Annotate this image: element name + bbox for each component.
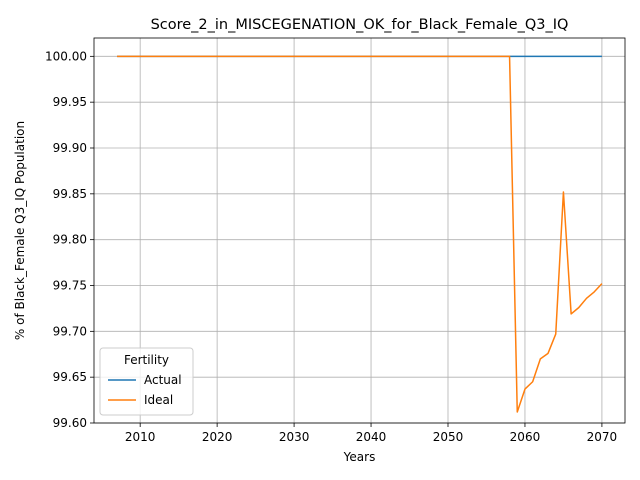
plot-frame: [93, 37, 626, 424]
legend: Fertility Actual Ideal: [99, 347, 194, 416]
y-tick-label: 99.85: [53, 187, 87, 201]
x-axis: 2010 2020 2030 2040 2050 2060 2070: [125, 423, 617, 444]
legend-items: Actual Ideal: [108, 373, 182, 407]
y-tick-label: 99.80: [53, 233, 87, 247]
x-tick-label: 2050: [433, 430, 464, 444]
x-tick-label: 2060: [510, 430, 541, 444]
y-tick-label: 99.95: [53, 95, 87, 109]
series-line-ideal: [117, 55, 603, 413]
legend-label-actual: Actual: [144, 373, 182, 387]
x-tick-label: 2020: [202, 430, 233, 444]
y-tick-label: 99.75: [53, 279, 87, 293]
chart-title: Score_2_in_MISCEGENATION_OK_for_Black_Fe…: [151, 17, 569, 33]
legend-title: Fertility: [124, 353, 169, 367]
series-layer: [117, 55, 603, 413]
y-tick-label: 99.65: [53, 370, 87, 384]
legend-box: [99, 347, 194, 416]
x-tick-label: 2070: [587, 430, 618, 444]
legend-label-ideal: Ideal: [144, 393, 173, 407]
x-tick-label: 2040: [356, 430, 387, 444]
y-tick-label: 99.70: [53, 324, 87, 338]
x-axis-label: Years: [343, 450, 376, 464]
y-tick-label: 100.00: [45, 49, 87, 63]
x-tick-label: 2010: [125, 430, 156, 444]
x-tick-label: 2030: [279, 430, 310, 444]
y-tick-label: 99.60: [53, 416, 87, 430]
y-axis: 99.60 99.65 99.70 99.75 99.80 99.85 99.90 99.95…: [45, 49, 94, 430]
y-axis-label: % of Black_Female Q3_IQ Population: [13, 121, 27, 340]
y-tick-label: 99.90: [53, 141, 87, 155]
